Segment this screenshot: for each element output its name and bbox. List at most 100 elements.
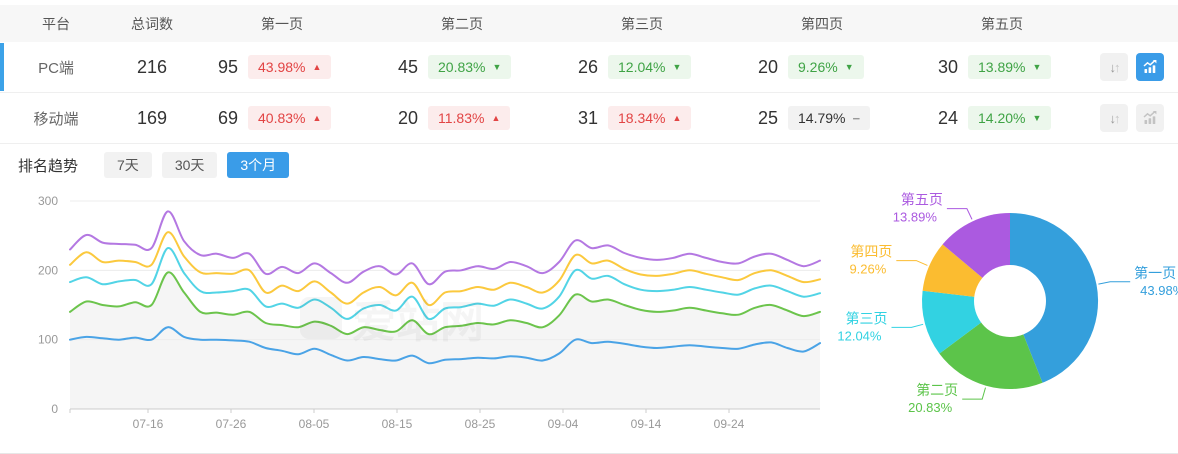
tab-7天[interactable]: 7天	[104, 152, 152, 178]
y-tick-label: 200	[38, 263, 58, 277]
page-2-cell: 20 11.83% ▲	[372, 106, 552, 130]
change-percent: 12.04%	[618, 59, 666, 75]
tab-30天[interactable]: 30天	[161, 152, 218, 178]
donut-hole	[974, 265, 1046, 337]
row-actions: ↓↑	[1092, 53, 1178, 81]
donut-label-percent: 12.04%	[837, 328, 882, 343]
page-3-count: 26	[577, 56, 598, 77]
section-title: 排名趋势	[18, 157, 79, 175]
x-tick-label: 08-25	[465, 417, 496, 431]
page-4-change-badge: 14.79% −	[788, 106, 871, 130]
donut-label-name: 第五页	[901, 192, 943, 208]
line-series-第一页	[69, 326, 821, 365]
change-percent: 14.20%	[978, 110, 1026, 126]
header-page-4: 第四页	[801, 15, 843, 32]
trend-chart-button[interactable]	[1136, 53, 1164, 81]
total-words-value: 169	[136, 107, 168, 128]
donut-label-name: 第四页	[850, 244, 892, 260]
change-percent: 14.79%	[798, 110, 846, 126]
triangle-down-icon: ▼	[844, 61, 854, 72]
page-1-change-badge: 43.98% ▲	[248, 55, 332, 79]
y-tick-label: 100	[38, 333, 58, 347]
change-percent: 9.26%	[798, 59, 838, 75]
change-percent: 18.34%	[618, 110, 666, 126]
donut-label-name: 第三页	[845, 310, 887, 326]
page-3-change-badge: 18.34% ▲	[608, 106, 692, 130]
donut-leader-line	[962, 387, 986, 400]
page-3-cell: 31 18.34% ▲	[552, 106, 732, 130]
page-1-cell: 95 43.98% ▲	[192, 55, 372, 79]
change-percent: 11.83%	[438, 110, 485, 126]
donut-label-percent: 9.26%	[849, 262, 886, 277]
charts-area: 0 100 200 300 07-16 07-26 08-05 08-15 08-25 09-04…	[0, 186, 1178, 453]
page-4-cell: 20 9.26% ▼	[732, 55, 912, 79]
donut-label-percent: 43.98%	[1140, 283, 1178, 298]
donut-label-percent: 20.83%	[908, 400, 953, 415]
change-percent: 40.83%	[258, 110, 306, 126]
page-1-count: 69	[217, 107, 238, 128]
page-4-cell: 25 14.79% −	[732, 106, 912, 130]
donut-leader-line	[946, 208, 973, 220]
table-row-移动端[interactable]: 移动端 169 69 40.83% ▲ 20 11.83% ▲ 31 18.34% ▲ 25 14.79…	[0, 93, 1178, 144]
donut-leader-line	[1098, 281, 1131, 285]
x-tick-label: 07-26	[216, 417, 247, 431]
change-percent: 13.89%	[978, 59, 1026, 75]
platform-label: 移动端	[33, 110, 79, 128]
trend-chart-button[interactable]	[1136, 104, 1164, 132]
x-tick-label: 08-15	[382, 417, 413, 431]
triangle-up-icon: ▲	[312, 112, 322, 123]
donut-label-percent: 13.89%	[893, 210, 938, 225]
donut-slice-第一页[interactable]	[1010, 212, 1099, 383]
header-page-3: 第三页	[621, 15, 663, 32]
page-1-cell: 69 40.83% ▲	[192, 106, 372, 130]
up-down-arrows-icon: ↓↑	[1109, 59, 1121, 75]
total-words-value: 216	[136, 56, 168, 77]
triangle-down-icon: ▼	[672, 61, 682, 72]
area-fill	[70, 272, 820, 409]
donut-label-name: 第二页	[916, 382, 958, 398]
row-actions: ↓↑	[1092, 104, 1178, 132]
header-platform: 平台	[42, 15, 70, 32]
rank-trend-line-chart: 0 100 200 300 07-16 07-26 08-05 08-15 08-25 09-04…	[38, 194, 821, 431]
page-3-change-badge: 12.04% ▼	[608, 55, 692, 79]
page-5-cell: 30 13.89% ▼	[912, 55, 1092, 79]
sort-button[interactable]: ↓↑	[1100, 104, 1128, 132]
trend-toolbar: 排名趋势 7天 30天 3个月	[0, 144, 1178, 186]
donut-leader-line	[891, 323, 924, 328]
header-page-5: 第五页	[981, 15, 1023, 32]
page-5-count: 30	[937, 56, 958, 77]
line-chart-icon	[1143, 60, 1157, 73]
line-chart-icon	[1143, 111, 1157, 124]
up-down-arrows-icon: ↓↑	[1109, 110, 1121, 126]
page-3-count: 31	[577, 107, 598, 128]
x-tick-label: 09-24	[714, 417, 745, 431]
page-5-cell: 24 14.20% ▼	[912, 106, 1092, 130]
page-5-count: 24	[937, 107, 958, 128]
page-2-change-badge: 20.83% ▼	[428, 55, 512, 79]
change-percent: 43.98%	[258, 59, 306, 75]
donut-label-name: 第一页	[1134, 265, 1176, 281]
x-tick-label: 07-16	[133, 417, 164, 431]
triangle-down-icon: ▼	[1032, 61, 1042, 72]
page-2-count: 45	[397, 56, 418, 77]
sort-button[interactable]: ↓↑	[1100, 53, 1128, 81]
page-4-change-badge: 9.26% ▼	[788, 55, 864, 79]
minus-icon: −	[852, 110, 861, 126]
header-page-1: 第一页	[261, 15, 303, 32]
tab-3个月[interactable]: 3个月	[227, 152, 290, 178]
triangle-up-icon: ▲	[491, 112, 501, 123]
header-page-2: 第二页	[441, 15, 483, 32]
page-2-change-badge: 11.83% ▲	[428, 106, 511, 130]
donut-leader-line	[896, 260, 928, 266]
triangle-down-icon: ▼	[492, 61, 502, 72]
page-3-cell: 26 12.04% ▼	[552, 55, 732, 79]
triangle-down-icon: ▼	[1032, 112, 1042, 123]
page-distribution-donut-chart: 第一页 43.98% 第二页 20.83% 第三页 12.04% 第四页 9.26% 第五页 13…	[837, 192, 1178, 416]
change-percent: 20.83%	[438, 59, 486, 75]
triangle-up-icon: ▲	[312, 61, 322, 72]
table-row-PC端[interactable]: PC端 216 95 43.98% ▲ 45 20.83% ▼ 26 12.04% ▼ 20 9.26%…	[0, 42, 1178, 93]
x-tick-label: 09-14	[631, 417, 662, 431]
line-series-第四页	[69, 231, 821, 307]
page-4-count: 25	[757, 107, 778, 128]
